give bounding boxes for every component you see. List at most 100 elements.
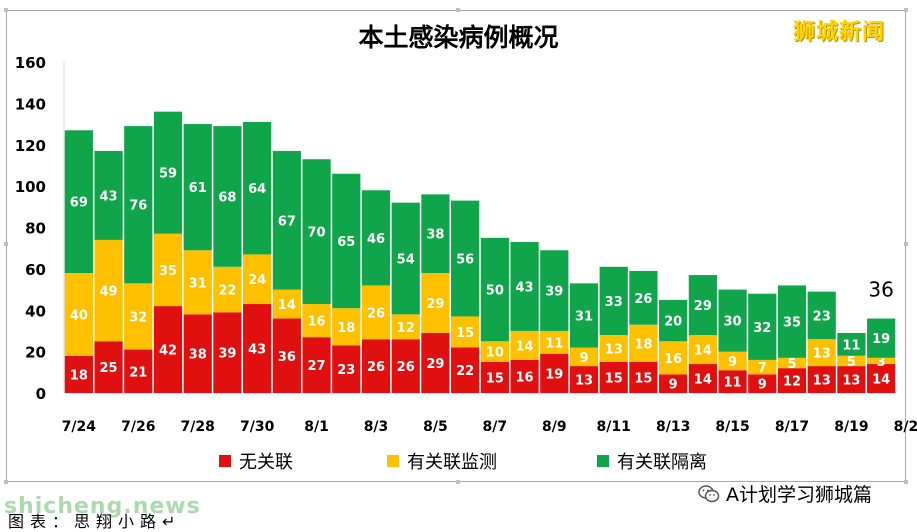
watermark: shicheng.news (4, 494, 201, 519)
data-label: 21 (129, 365, 147, 380)
bar-segment (688, 335, 717, 365)
data-label: 65 (337, 235, 355, 250)
data-label: 38 (189, 348, 207, 363)
data-label: 33 (605, 295, 623, 310)
bar-segment (302, 304, 331, 338)
legend-label: 有关联隔离 (617, 452, 707, 473)
data-label: 29 (426, 357, 444, 372)
bar-segment (688, 275, 717, 336)
bar-segment (599, 335, 628, 362)
data-label: 68 (218, 190, 236, 205)
x-tick-label: 8/9 (542, 419, 567, 435)
data-label: 54 (397, 253, 415, 268)
data-label: 30 (724, 315, 742, 330)
data-label: 26 (397, 360, 415, 375)
bar-segment (391, 202, 420, 315)
data-label: 13 (605, 343, 623, 358)
bar-segment (64, 273, 93, 356)
data-label: 29 (694, 299, 712, 314)
x-tick-label: 7/26 (121, 419, 155, 435)
data-label: 16 (516, 370, 534, 385)
bar-segment (243, 254, 272, 305)
bar-segment (480, 341, 509, 362)
data-label: 64 (248, 182, 266, 197)
wechat-account: A计划学习狮城篇 (698, 480, 872, 507)
x-tick-label: 8/11 (597, 419, 631, 435)
bar-segment (569, 366, 599, 393)
resize-handle[interactable] (456, 8, 460, 12)
data-label: 24 (248, 273, 266, 288)
bar-segment (837, 333, 866, 356)
resize-handle[interactable] (4, 8, 8, 12)
bar-segment (213, 266, 242, 313)
y-tick-label: 20 (25, 344, 46, 362)
resize-handle[interactable] (4, 242, 8, 246)
data-label: 5 (847, 355, 856, 370)
data-label: 12 (783, 375, 801, 390)
y-tick-label: 80 (25, 220, 46, 238)
data-label: 16 (664, 352, 682, 367)
chart-title: 本土感染病例概况 (358, 23, 559, 52)
chart-legend: 无关联 有关联监测 有关联隔离 (0, 448, 917, 474)
data-label: 9 (579, 351, 588, 366)
bar-segment (243, 121, 272, 255)
resize-handle[interactable] (904, 8, 908, 12)
bar-segment (213, 126, 242, 267)
data-label: 22 (218, 284, 236, 299)
bar-segment (540, 353, 569, 393)
data-label: 19 (545, 367, 563, 382)
data-label: 15 (456, 326, 474, 341)
resize-handle[interactable] (4, 480, 8, 484)
data-label: 43 (248, 343, 266, 358)
data-label: 40 (70, 308, 88, 323)
bar-segment (510, 241, 539, 331)
data-label: 11 (842, 338, 860, 353)
bar-segment (94, 150, 123, 240)
bar-segment (688, 364, 717, 393)
bar-segment (480, 237, 509, 342)
x-tick-label: 7/30 (240, 419, 275, 435)
data-label: 14 (694, 373, 712, 388)
data-label: 19 (872, 332, 890, 347)
bar-segment (569, 283, 599, 348)
data-label: 36 (278, 350, 296, 365)
data-label: 25 (100, 361, 118, 376)
data-label: 67 (278, 214, 296, 229)
bar-segment (540, 330, 569, 354)
legend-item-unlinked: 无关联 (219, 448, 293, 474)
y-tick-label: 100 (15, 178, 46, 196)
bar-segment (272, 150, 301, 290)
data-label: 9 (728, 355, 737, 370)
bar-segment (153, 233, 183, 307)
y-tick-label: 40 (25, 302, 46, 320)
data-label: 39 (545, 285, 563, 300)
bar-segment (332, 345, 361, 393)
data-label: 13 (575, 374, 593, 389)
bar-segment (867, 357, 896, 365)
bar-segment (243, 304, 272, 393)
bar-segment (94, 239, 123, 342)
wechat-icon (698, 484, 720, 502)
bar-segment (540, 250, 569, 331)
x-tick-label: 8/7 (483, 419, 508, 435)
resize-handle[interactable] (904, 480, 908, 484)
bar-segment (807, 366, 836, 393)
data-label: 31 (189, 276, 207, 291)
data-label: 43 (516, 280, 534, 295)
bar-segment (64, 130, 93, 274)
resize-handle[interactable] (904, 242, 908, 246)
data-label: 15 (486, 371, 504, 386)
bar-segment (837, 366, 866, 393)
data-label: 27 (308, 359, 326, 374)
bar-segment (124, 126, 153, 284)
resize-handle[interactable] (456, 480, 460, 484)
bar-segment (421, 194, 450, 274)
bar-segment (718, 289, 747, 352)
bar-segment (599, 266, 628, 336)
x-tick-label: 8/3 (364, 419, 389, 435)
bar-segment (361, 190, 391, 286)
data-label: 14 (278, 298, 296, 313)
data-label: 9 (669, 378, 678, 393)
bar-segment (183, 250, 212, 315)
